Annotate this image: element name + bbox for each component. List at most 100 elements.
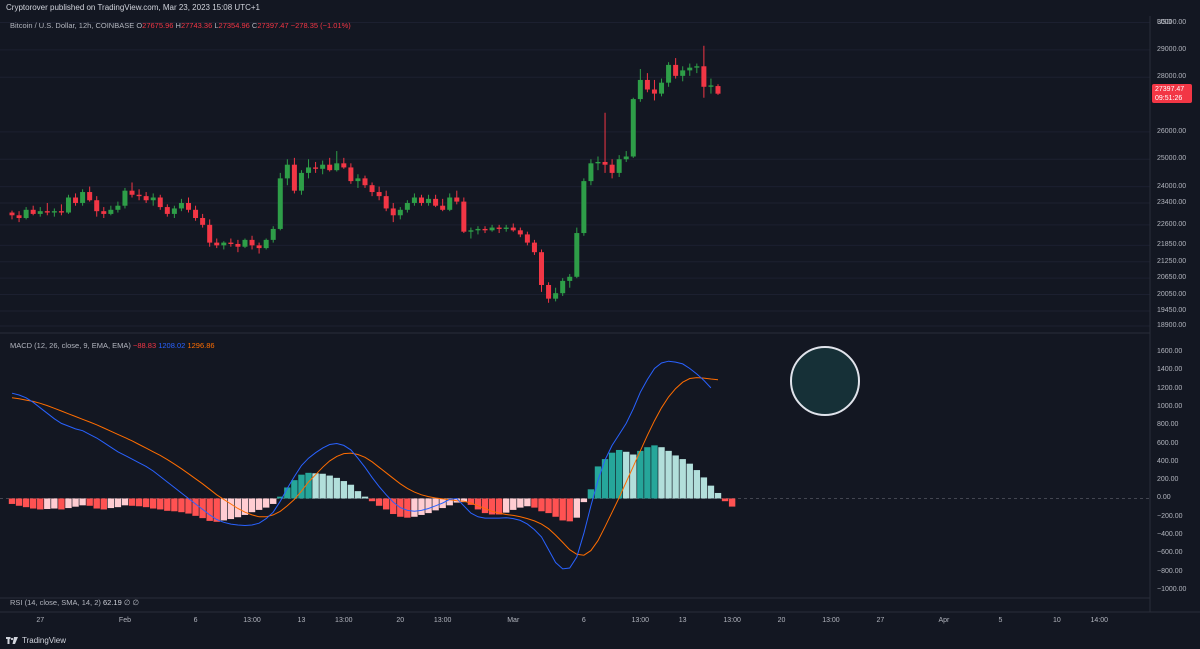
candle-body bbox=[560, 280, 566, 294]
histogram-bar bbox=[354, 491, 362, 499]
price-axis-tick: 21850.00 bbox=[1157, 241, 1187, 249]
histogram-bar bbox=[8, 498, 16, 504]
candle-body bbox=[694, 66, 700, 68]
price-axis-tick: 26000.00 bbox=[1157, 127, 1187, 135]
rsi-extra-1: ∅ bbox=[123, 598, 131, 607]
candle-body bbox=[291, 164, 297, 191]
histogram-bar bbox=[135, 498, 143, 507]
candle-body bbox=[9, 212, 15, 216]
time-axis-tick: 13:00 bbox=[433, 617, 452, 624]
candle-body bbox=[680, 70, 686, 76]
histogram-bar bbox=[552, 498, 559, 517]
candle-body bbox=[369, 185, 375, 193]
candle-body bbox=[666, 64, 672, 83]
histogram-bar bbox=[601, 459, 609, 499]
macd-legend[interactable]: MACD (12, 26, close, 9, EMA, EMA) −88.83… bbox=[10, 341, 215, 350]
candle-body bbox=[94, 200, 100, 212]
histogram-bar bbox=[270, 498, 277, 504]
histogram-bar bbox=[340, 481, 348, 499]
histogram-bar bbox=[488, 498, 496, 515]
candle-body bbox=[411, 197, 417, 203]
candle-body bbox=[44, 211, 50, 213]
histogram-bar bbox=[693, 470, 701, 499]
macd-histogram bbox=[8, 445, 736, 522]
macd-axis-tick: 1400.00 bbox=[1157, 366, 1183, 374]
time-axis-tick: Mar bbox=[507, 617, 520, 624]
time-axis-tick: 20 bbox=[396, 617, 405, 624]
candle-body bbox=[320, 164, 326, 169]
publish-header: Cryptorover published on TradingView.com… bbox=[0, 0, 1200, 16]
candle-body bbox=[58, 211, 64, 213]
histogram-bar bbox=[206, 498, 213, 521]
candle-body bbox=[30, 209, 36, 214]
candle-body bbox=[207, 224, 213, 243]
macd-axis-tick: −400.00 bbox=[1157, 531, 1183, 539]
macd-histogram-value: −88.83 bbox=[132, 341, 157, 350]
rsi-legend[interactable]: RSI (14, close, SMA, 14, 2) 62.19 ∅ ∅ bbox=[10, 598, 139, 607]
candle-body bbox=[348, 167, 354, 182]
highlight-circle-annotation[interactable] bbox=[790, 346, 860, 416]
candle-body bbox=[263, 239, 269, 249]
histogram-bar bbox=[615, 449, 623, 499]
candle-body bbox=[531, 242, 537, 253]
candle-body bbox=[186, 202, 191, 210]
histogram-bar bbox=[312, 473, 319, 499]
candle-body bbox=[87, 192, 93, 201]
histogram-bar bbox=[637, 450, 644, 499]
candle-body bbox=[37, 211, 43, 214]
time-axis-tick: 5 bbox=[998, 617, 1003, 624]
histogram-bar bbox=[107, 498, 115, 509]
histogram-bar bbox=[199, 498, 206, 519]
histogram-bar bbox=[404, 498, 411, 518]
candle-body bbox=[524, 234, 530, 243]
open-label: O bbox=[136, 21, 143, 30]
time-axis-tick: 10 bbox=[1052, 617, 1061, 624]
candle-body bbox=[616, 159, 622, 173]
histogram-bar bbox=[185, 498, 192, 514]
candle-body bbox=[23, 209, 29, 219]
time-axis-tick: 27 bbox=[876, 617, 885, 624]
candle-body bbox=[475, 228, 481, 231]
main-legend[interactable]: Bitcoin / U.S. Dollar, 12h, COINBASE O27… bbox=[10, 21, 351, 30]
candle-body bbox=[574, 233, 580, 277]
candle-body bbox=[503, 227, 509, 229]
histogram-bar bbox=[467, 498, 475, 505]
histogram-bar bbox=[22, 498, 30, 508]
histogram-bar bbox=[51, 498, 58, 509]
histogram-bar bbox=[220, 498, 227, 521]
candle-body bbox=[313, 167, 319, 169]
histogram-bar bbox=[481, 498, 489, 514]
low-value: 27354.96 bbox=[218, 21, 250, 30]
price-axis-tick: 24000.00 bbox=[1157, 182, 1187, 190]
price-axis-tick: 29000.00 bbox=[1157, 45, 1187, 53]
histogram-bar bbox=[700, 477, 708, 499]
candle-body bbox=[708, 85, 714, 87]
histogram-bar bbox=[65, 498, 72, 509]
histogram-bar bbox=[157, 498, 164, 510]
brand[interactable]: TradingView bbox=[6, 636, 66, 645]
candle-body bbox=[51, 211, 57, 213]
histogram-bar bbox=[86, 498, 93, 506]
histogram-bar bbox=[728, 498, 736, 507]
candle-body bbox=[306, 167, 312, 173]
macd-axis-tick: 400.00 bbox=[1157, 457, 1179, 465]
histogram-bar bbox=[503, 498, 510, 513]
histogram-bar bbox=[707, 485, 715, 499]
rsi-extra-2: ∅ bbox=[132, 598, 140, 607]
candle-body bbox=[701, 66, 707, 87]
candle-body bbox=[277, 178, 283, 229]
histogram-bar bbox=[644, 447, 651, 499]
candle-body bbox=[715, 86, 721, 94]
histogram-bar bbox=[672, 455, 679, 499]
candle-body bbox=[298, 172, 304, 191]
macd-axis-tick: −1000.00 bbox=[1157, 586, 1187, 593]
candle-body bbox=[426, 198, 432, 203]
close-label: C bbox=[251, 21, 258, 30]
candle-body bbox=[150, 197, 156, 201]
histogram-bar bbox=[326, 475, 333, 499]
histogram-bar bbox=[538, 498, 545, 512]
candle-body bbox=[390, 208, 396, 216]
macd-axis-tick: −600.00 bbox=[1157, 549, 1183, 557]
change-value: −278.35 (−1.01%) bbox=[290, 21, 351, 30]
